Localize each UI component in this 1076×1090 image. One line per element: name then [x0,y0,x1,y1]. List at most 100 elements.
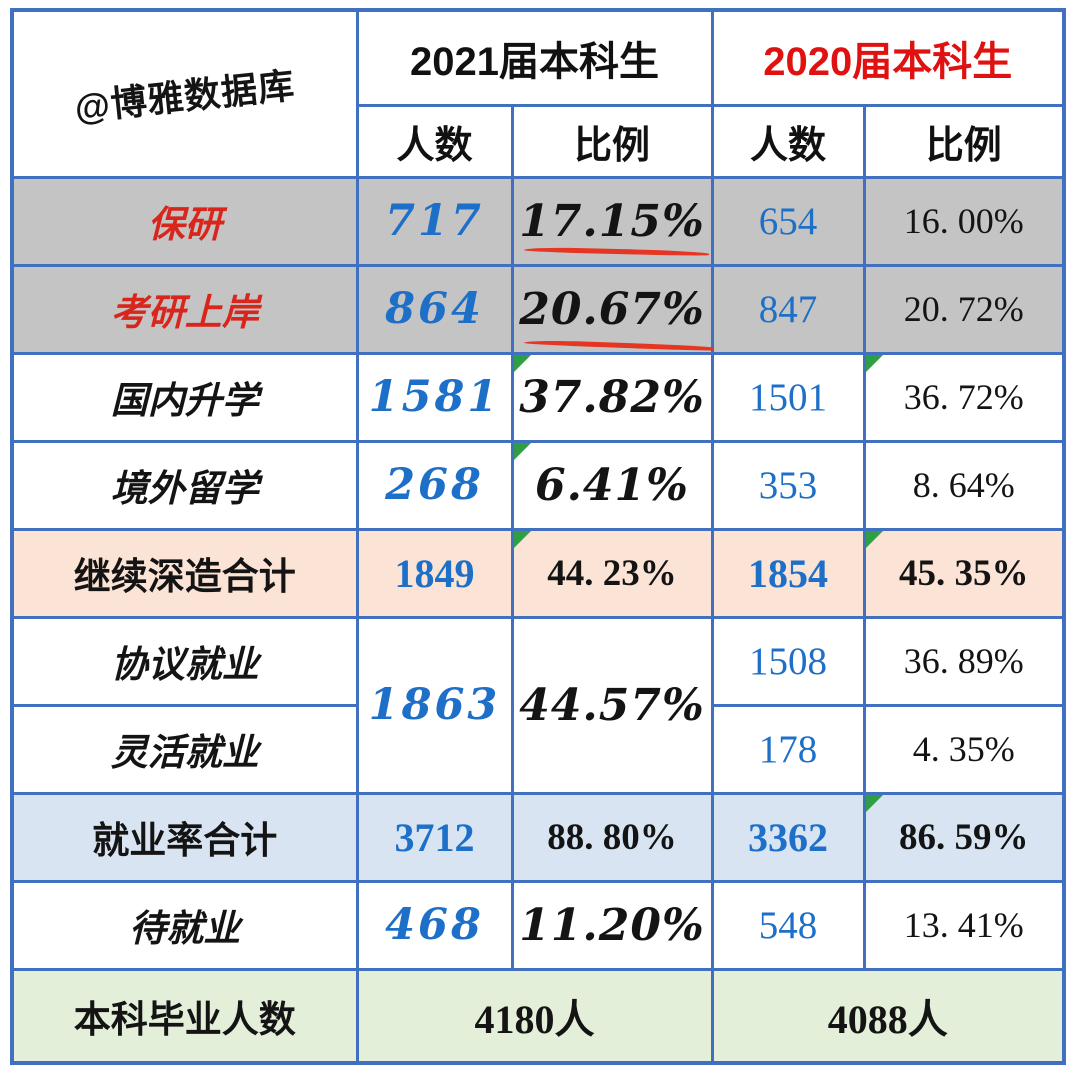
employment-table: @博雅数据库 2021届本科生 2020届本科生 人数 比例 人数 比例 保研 … [10,8,1066,1065]
count-2020-cell: 1501 [710,351,866,443]
count-2021: 468 [385,900,484,950]
count-2020: 3362 [748,814,828,860]
col-header-ratio-2020: 比例 [862,103,1066,179]
ratio-2021-cell: 88. 80% [510,791,714,883]
count-2021-merged-cell: 1863 [355,615,514,795]
col-header-count-2020: 人数 [710,103,866,179]
ratio-2020: 36. 89% [903,641,1024,681]
row-label: 继续深造合计 [73,556,296,597]
ratio-2021: 88. 80% [547,816,677,858]
edited-cell-marker-icon [513,442,531,460]
ratio-2020: 36. 72% [903,377,1024,417]
row-label-cell: 待就业 [10,879,359,971]
ratio-2020-cell: 16. 00% [862,175,1066,267]
footer-total-2021-cell: 4180人 [355,967,714,1065]
count-2021: 1863 [368,680,501,730]
col-header-count-2021: 人数 [355,103,514,179]
count-2021: 268 [385,460,484,510]
count-2020: 353 [758,463,818,507]
ratio-2020: 4. 35% [912,729,1015,769]
ratio-2021-cell: 6.41% [510,439,714,531]
ratio-2021: 44.57% [519,679,705,731]
watermark: @博雅数据库 [72,64,298,129]
ratio-2020-cell: 4. 35% [862,703,1066,795]
ratio-2020-cell: 13. 41% [862,879,1066,971]
count-2021-cell: 717 [355,175,514,267]
ratio-2021: 20.67% [519,283,705,335]
count-2021: 864 [385,284,484,334]
edited-cell-marker-icon [513,354,531,372]
ratio-2021-cell: 37.82% [510,351,714,443]
ratio-2020-cell: 86. 59% [862,791,1066,883]
ratio-2020: 8. 64% [912,465,1015,505]
ratio-2021-cell: 11.20% [510,879,714,971]
footer-total-2021: 4180人 [474,996,595,1042]
row-label-cell: 灵活就业 [10,703,359,795]
count-2020: 847 [758,287,818,331]
col-header-ratio-2021: 比例 [510,103,714,179]
row-label: 待就业 [129,906,241,950]
count-2021: 3712 [394,814,475,860]
count-2021-cell: 3712 [355,791,514,883]
row-label: 国内升学 [110,378,259,422]
row-label: 协议就业 [110,642,259,686]
count-2020: 1508 [749,639,827,683]
ratio-2020-cell: 20. 72% [862,263,1066,355]
ratio-2021-cell: 20.67% [510,263,727,355]
footer-total-2020-cell: 4088人 [710,967,1066,1065]
count-2020-cell: 548 [710,879,866,971]
header-group-2020: 2020届本科生 [710,8,1066,107]
count-2020: 178 [758,727,818,771]
count-2021: 717 [385,196,484,246]
ratio-2021: 37.82% [519,371,705,423]
count-2020: 548 [758,903,818,947]
footer-total-2020: 4088人 [827,996,948,1042]
count-2020-cell: 654 [710,175,866,267]
row-label: 保研 [147,202,222,246]
ratio-2021-cell: 17.15% [510,175,714,267]
count-2020-cell: 1854 [710,527,866,619]
row-label-cell: 国内升学 [10,351,359,443]
ratio-2021-merged-cell: 44.57% [510,615,714,795]
count-2020: 654 [758,199,818,243]
ratio-2020: 16. 00% [903,201,1024,241]
row-label-cell: 保研 [10,175,359,267]
ratio-2020: 86. 59% [899,816,1029,858]
ratio-2020-cell: 45. 35% [862,527,1066,619]
ratio-2021: 44. 23% [547,552,677,594]
count-2021-cell: 1849 [355,527,514,619]
count-2021-cell: 468 [355,879,514,971]
count-2021-cell: 1581 [355,351,514,443]
footer-label: 本科毕业人数 [73,998,296,1040]
ratio-2021: 6.41% [535,459,689,511]
count-2021-cell: 268 [355,439,514,531]
ratio-2020-cell: 36. 89% [862,615,1066,707]
watermark-cell: @博雅数据库 [10,8,359,179]
edited-cell-marker-icon [513,530,531,548]
header-group-2021: 2021届本科生 [355,8,714,107]
row-label-cell: 继续深造合计 [10,527,359,619]
row-label-cell: 考研上岸 [10,263,359,355]
edited-cell-marker-icon [865,354,883,372]
ratio-2020-cell: 8. 64% [862,439,1066,531]
ratio-2020-cell: 36. 72% [862,351,1066,443]
count-2021-cell: 864 [355,263,514,355]
count-2020-cell: 1508 [710,615,866,707]
row-label-cell: 协议就业 [10,615,359,707]
ratio-2020: 45. 35% [899,552,1029,594]
ratio-2021: 11.20% [519,899,705,951]
row-label: 境外留学 [110,466,259,510]
count-2020: 1501 [749,375,827,419]
row-label-cell: 境外留学 [10,439,359,531]
ratio-2021: 17.15% [519,195,705,247]
ratio-2021-cell: 44. 23% [510,527,714,619]
row-label-cell: 就业率合计 [10,791,359,883]
edited-cell-marker-icon [865,794,883,812]
count-2020-cell: 3362 [710,791,866,883]
count-2020-cell: 847 [710,263,866,355]
ratio-2020: 20. 72% [903,289,1024,329]
row-label: 考研上岸 [110,290,259,334]
ratio-2020: 13. 41% [903,905,1024,945]
count-2020-cell: 353 [710,439,866,531]
